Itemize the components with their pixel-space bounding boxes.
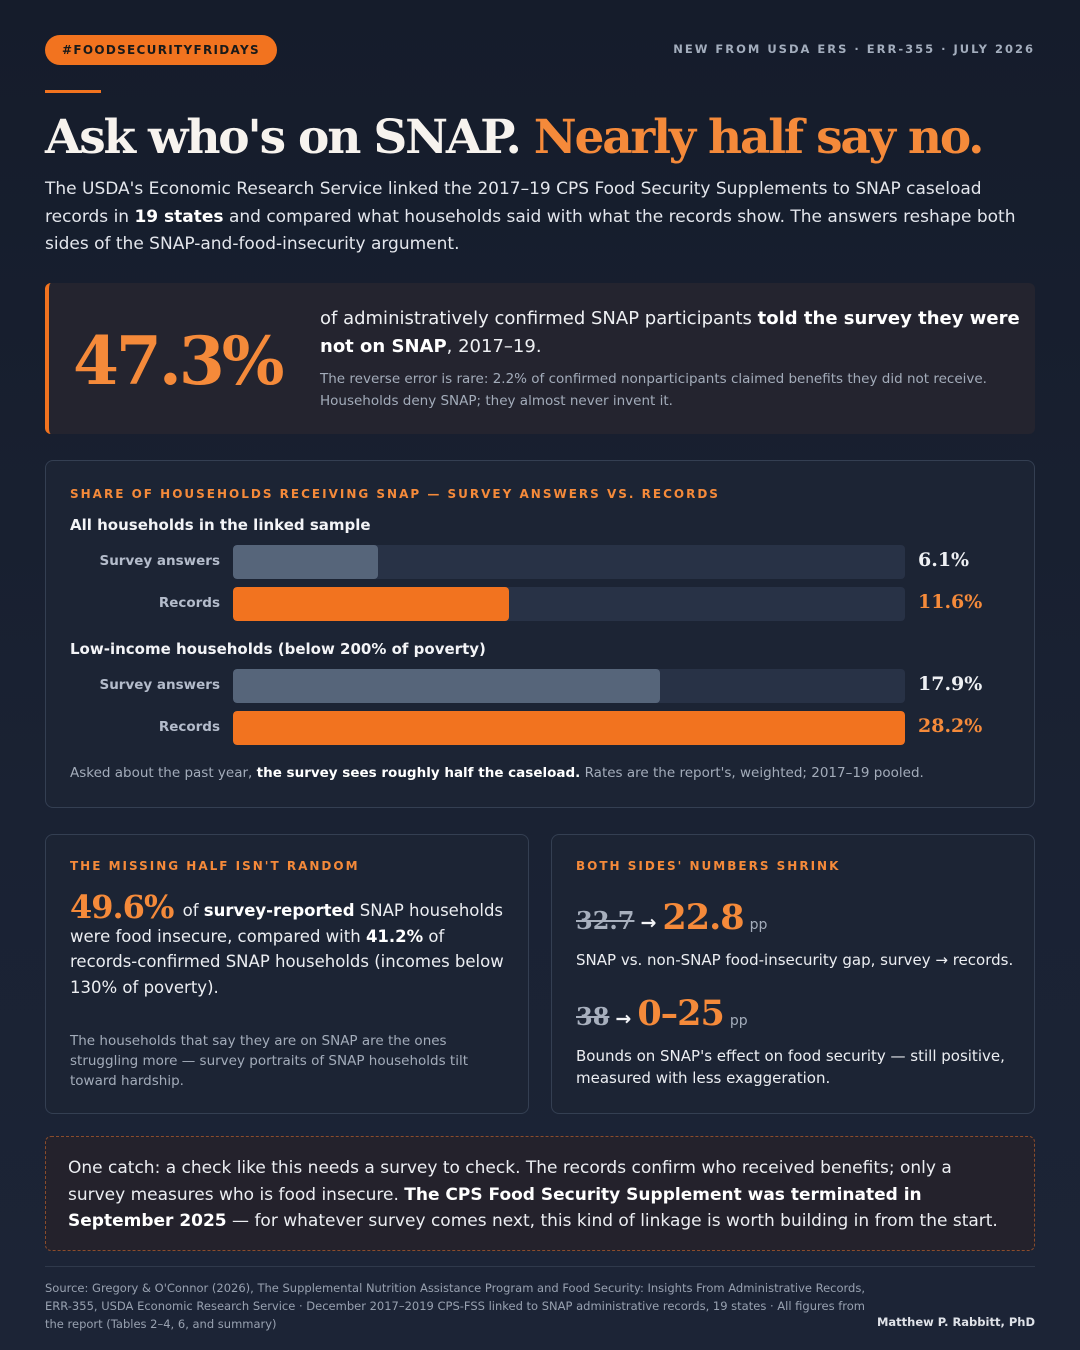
shrink-desc-gap: SNAP vs. non-SNAP food-insecurity gap, s…	[576, 951, 1014, 969]
catch-text-1: One catch: a check like this needs a sur…	[68, 1158, 952, 1205]
shrink-row-bounds: 38 → 0–25 pp	[576, 993, 748, 1034]
bar-value-label: 6.1%	[918, 549, 970, 571]
missing-text-2: SNAP households were food insecure, comp…	[70, 901, 504, 946]
intro-bold-1: 19 states	[134, 206, 224, 227]
bar-value-label: 28.2%	[918, 715, 983, 737]
missing-half-body: 49.6% of survey-reported SNAP households…	[70, 891, 510, 1000]
new-value: 22.8	[662, 897, 744, 938]
missing-half-card: THE MISSING HALF ISN'T RANDOM 49.6% of s…	[45, 834, 529, 1114]
bar-track	[233, 545, 905, 579]
bar-records	[233, 587, 510, 621]
missing-bold-2: 41.2%	[365, 926, 424, 946]
old-value: 32.7	[576, 906, 635, 935]
arrow-icon: →	[640, 912, 657, 934]
bar-track	[233, 711, 905, 745]
both-sides-eyebrow: BOTH SIDES' NUMBERS SHRINK	[576, 859, 841, 873]
chart-note-bold: the survey sees roughly half the caseloa…	[256, 765, 581, 781]
catch-text: One catch: a check like this needs a sur…	[68, 1155, 1013, 1235]
key-stat-text: of administratively confirmed SNAP parti…	[320, 305, 1020, 361]
missing-bold-1: survey-reported	[203, 901, 355, 920]
missing-half-big-number: 49.6%	[70, 888, 174, 926]
key-stat-text-1: of administratively confirmed SNAP parti…	[320, 308, 758, 329]
chart-note-text-1: Asked about the past year,	[70, 765, 257, 781]
key-stat-box: 47.3% of administratively confirmed SNAP…	[45, 283, 1035, 434]
missing-half-subtext: The households that say they are on SNAP…	[70, 1033, 469, 1089]
bar-track	[233, 587, 905, 621]
group-title: Low-income households (below 200% of pov…	[70, 640, 486, 658]
catch-bold: The CPS Food Security Supplement was ter…	[68, 1184, 922, 1232]
bar-survey	[233, 545, 379, 579]
arrow-icon: →	[615, 1008, 632, 1030]
intro-paragraph: The USDA's Economic Research Service lin…	[45, 176, 1035, 259]
bar-label: Records	[158, 719, 220, 735]
bar-track	[233, 669, 905, 703]
intro-text-1: The USDA's Economic Research Service lin…	[45, 179, 982, 227]
missing-half-eyebrow: THE MISSING HALF ISN'T RANDOM	[70, 859, 360, 873]
bar-value-label: 17.9%	[918, 673, 983, 695]
bar-survey	[233, 669, 660, 703]
hashtag-badge: #FOODSECURITYFRIDAYS	[45, 35, 277, 65]
catch-callout: One catch: a check like this needs a sur…	[45, 1136, 1035, 1251]
headline: Ask who's on SNAP. Nearly half say no.	[45, 108, 1045, 168]
bar-value-label: 11.6%	[918, 591, 983, 613]
chart-title: SHARE OF HOUSEHOLDS RECEIVING SNAP — SUR…	[70, 487, 720, 501]
unit-label: pp	[749, 917, 768, 933]
chart-note-text-2: Rates are the report's, weighted; 2017–1…	[580, 765, 924, 781]
missing-text-3: of records-confirmed SNAP households (in…	[70, 926, 504, 997]
key-stat-text-2: , 2017–19.	[446, 336, 542, 357]
bar-records	[233, 711, 905, 745]
snap-bar-chart: SHARE OF HOUSEHOLDS RECEIVING SNAP — SUR…	[45, 460, 1035, 808]
key-stat-value: 47.3%	[73, 322, 284, 400]
chart-note: Asked about the past year, the survey se…	[70, 765, 924, 781]
both-sides-card: BOTH SIDES' NUMBERS SHRINK 32.7 → 22.8 pp S…	[551, 834, 1035, 1114]
headline-part-2: Nearly half say no.	[533, 110, 985, 165]
author-credit: Matthew P. Rabbitt, PhD	[876, 1315, 1035, 1329]
unit-label: pp	[729, 1013, 748, 1029]
shrink-desc-bounds: Bounds on SNAP's effect on food security…	[576, 1047, 1005, 1087]
key-stat-subtext: The reverse error is rare: 2.2% of confi…	[320, 371, 987, 409]
catch-text-2: — for whatever survey comes next, this k…	[226, 1211, 998, 1231]
bar-label: Survey answers	[99, 677, 220, 693]
intro-text-2: and compared what households said with w…	[45, 206, 1016, 255]
headline-part-1: Ask who's on SNAP.	[45, 110, 522, 165]
footer-divider	[45, 1266, 1035, 1267]
group-title: All households in the linked sample	[70, 516, 371, 534]
shrink-row-gap: 32.7 → 22.8 pp	[576, 897, 767, 938]
key-stat-bold: told the survey they were not on SNAP	[320, 308, 1020, 357]
accent-rule	[45, 90, 101, 93]
source-note: Source: Gregory & O'Connor (2026), The S…	[45, 1281, 865, 1331]
publication-meta: NEW FROM USDA ERS · ERR-355 · JULY 2026	[673, 42, 1035, 56]
old-value: 38	[576, 1002, 610, 1031]
new-value: 0–25	[637, 993, 725, 1034]
missing-text-1: of	[182, 901, 204, 920]
bar-label: Records	[158, 595, 220, 611]
bar-label: Survey answers	[99, 553, 220, 569]
